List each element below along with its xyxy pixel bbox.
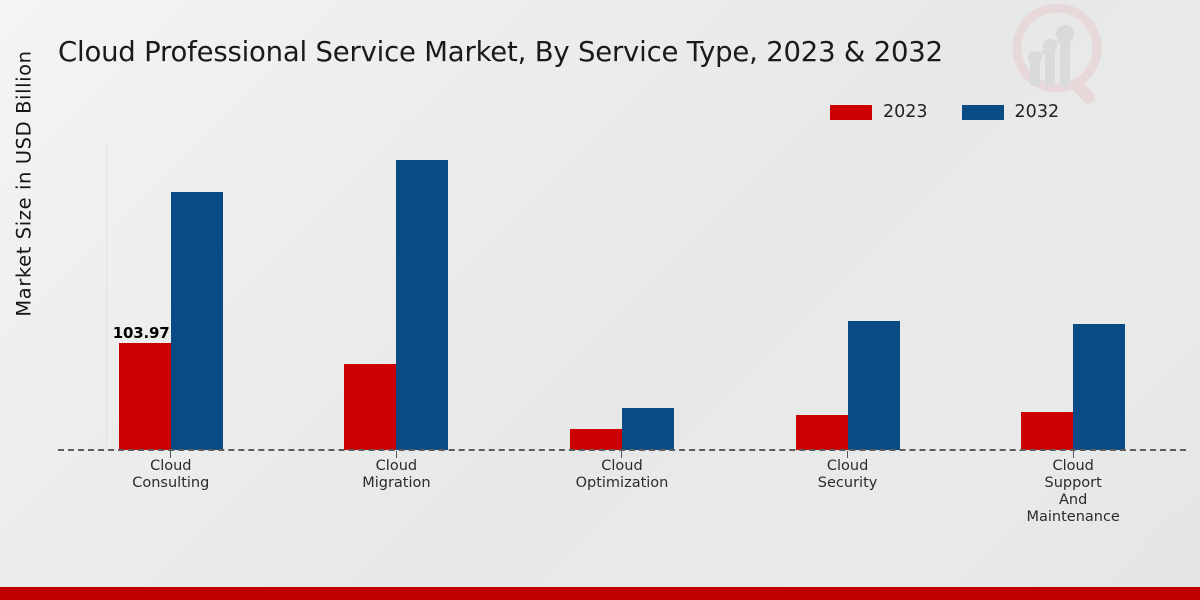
x-axis-labels: Cloud Consulting Cloud Migration Cloud Opt… — [58, 458, 1186, 526]
bar-2032[interactable] — [170, 191, 223, 450]
footer-accent-bar — [0, 587, 1200, 600]
x-tick-cell — [735, 451, 961, 458]
x-tick-mark — [395, 451, 397, 458]
legend-swatch-2032 — [961, 105, 1004, 121]
x-axis-baseline — [58, 449, 1186, 451]
bar-group: 103.97 — [58, 140, 284, 450]
x-axis-category-label: Cloud Optimization — [575, 458, 669, 491]
bar-2023[interactable] — [795, 414, 848, 450]
bar-series-container: 103.97 — [58, 140, 1186, 450]
x-axis-category-label: Cloud Migration — [362, 458, 431, 491]
legend-label-2023: 2023 — [883, 102, 928, 122]
bar-2032[interactable] — [621, 407, 674, 450]
x-tick-cell — [960, 451, 1186, 458]
legend-item-2032[interactable]: 2032 — [961, 102, 1060, 122]
bar-group — [735, 140, 961, 450]
x-axis-ticks — [58, 451, 1186, 458]
plot-area: 103.97 — [58, 140, 1186, 451]
x-axis-category-label: Cloud Security — [817, 458, 878, 491]
legend-swatch-2023 — [830, 105, 872, 121]
bar-2023[interactable] — [344, 364, 397, 450]
x-tick-mark — [621, 451, 623, 458]
bar-group — [960, 140, 1186, 450]
chart-title: Cloud Professional Service Market, By Se… — [58, 36, 943, 68]
bar-2023[interactable] — [1021, 411, 1074, 450]
bar-group — [509, 140, 735, 450]
legend-item-2023[interactable]: 2023 — [830, 102, 928, 122]
x-axis-category-label: Cloud Consulting — [132, 458, 210, 491]
x-tick-mark — [170, 451, 172, 458]
x-axis-category-label: Cloud Support And Maintenance — [1026, 458, 1120, 525]
bar-2032[interactable] — [1073, 323, 1126, 450]
bar-value-label: 103.97 — [112, 323, 170, 342]
bar-2023[interactable] — [569, 429, 622, 450]
legend-label-2032: 2032 — [1014, 102, 1060, 122]
bar-group — [284, 140, 510, 450]
bar-2032[interactable] — [396, 159, 449, 450]
x-tick-cell — [58, 451, 284, 458]
y-axis-title: Market Size in USD Billion — [12, 50, 36, 317]
x-tick-mark — [847, 451, 849, 458]
x-tick-mark — [1072, 451, 1074, 458]
chart-legend: 2023 2032 — [830, 102, 1060, 122]
x-tick-cell — [509, 451, 735, 458]
bar-2032[interactable] — [847, 320, 900, 450]
x-tick-cell — [284, 451, 510, 458]
plot-left-spine — [106, 140, 107, 451]
bar-2023[interactable]: 103.97 — [113, 324, 171, 450]
